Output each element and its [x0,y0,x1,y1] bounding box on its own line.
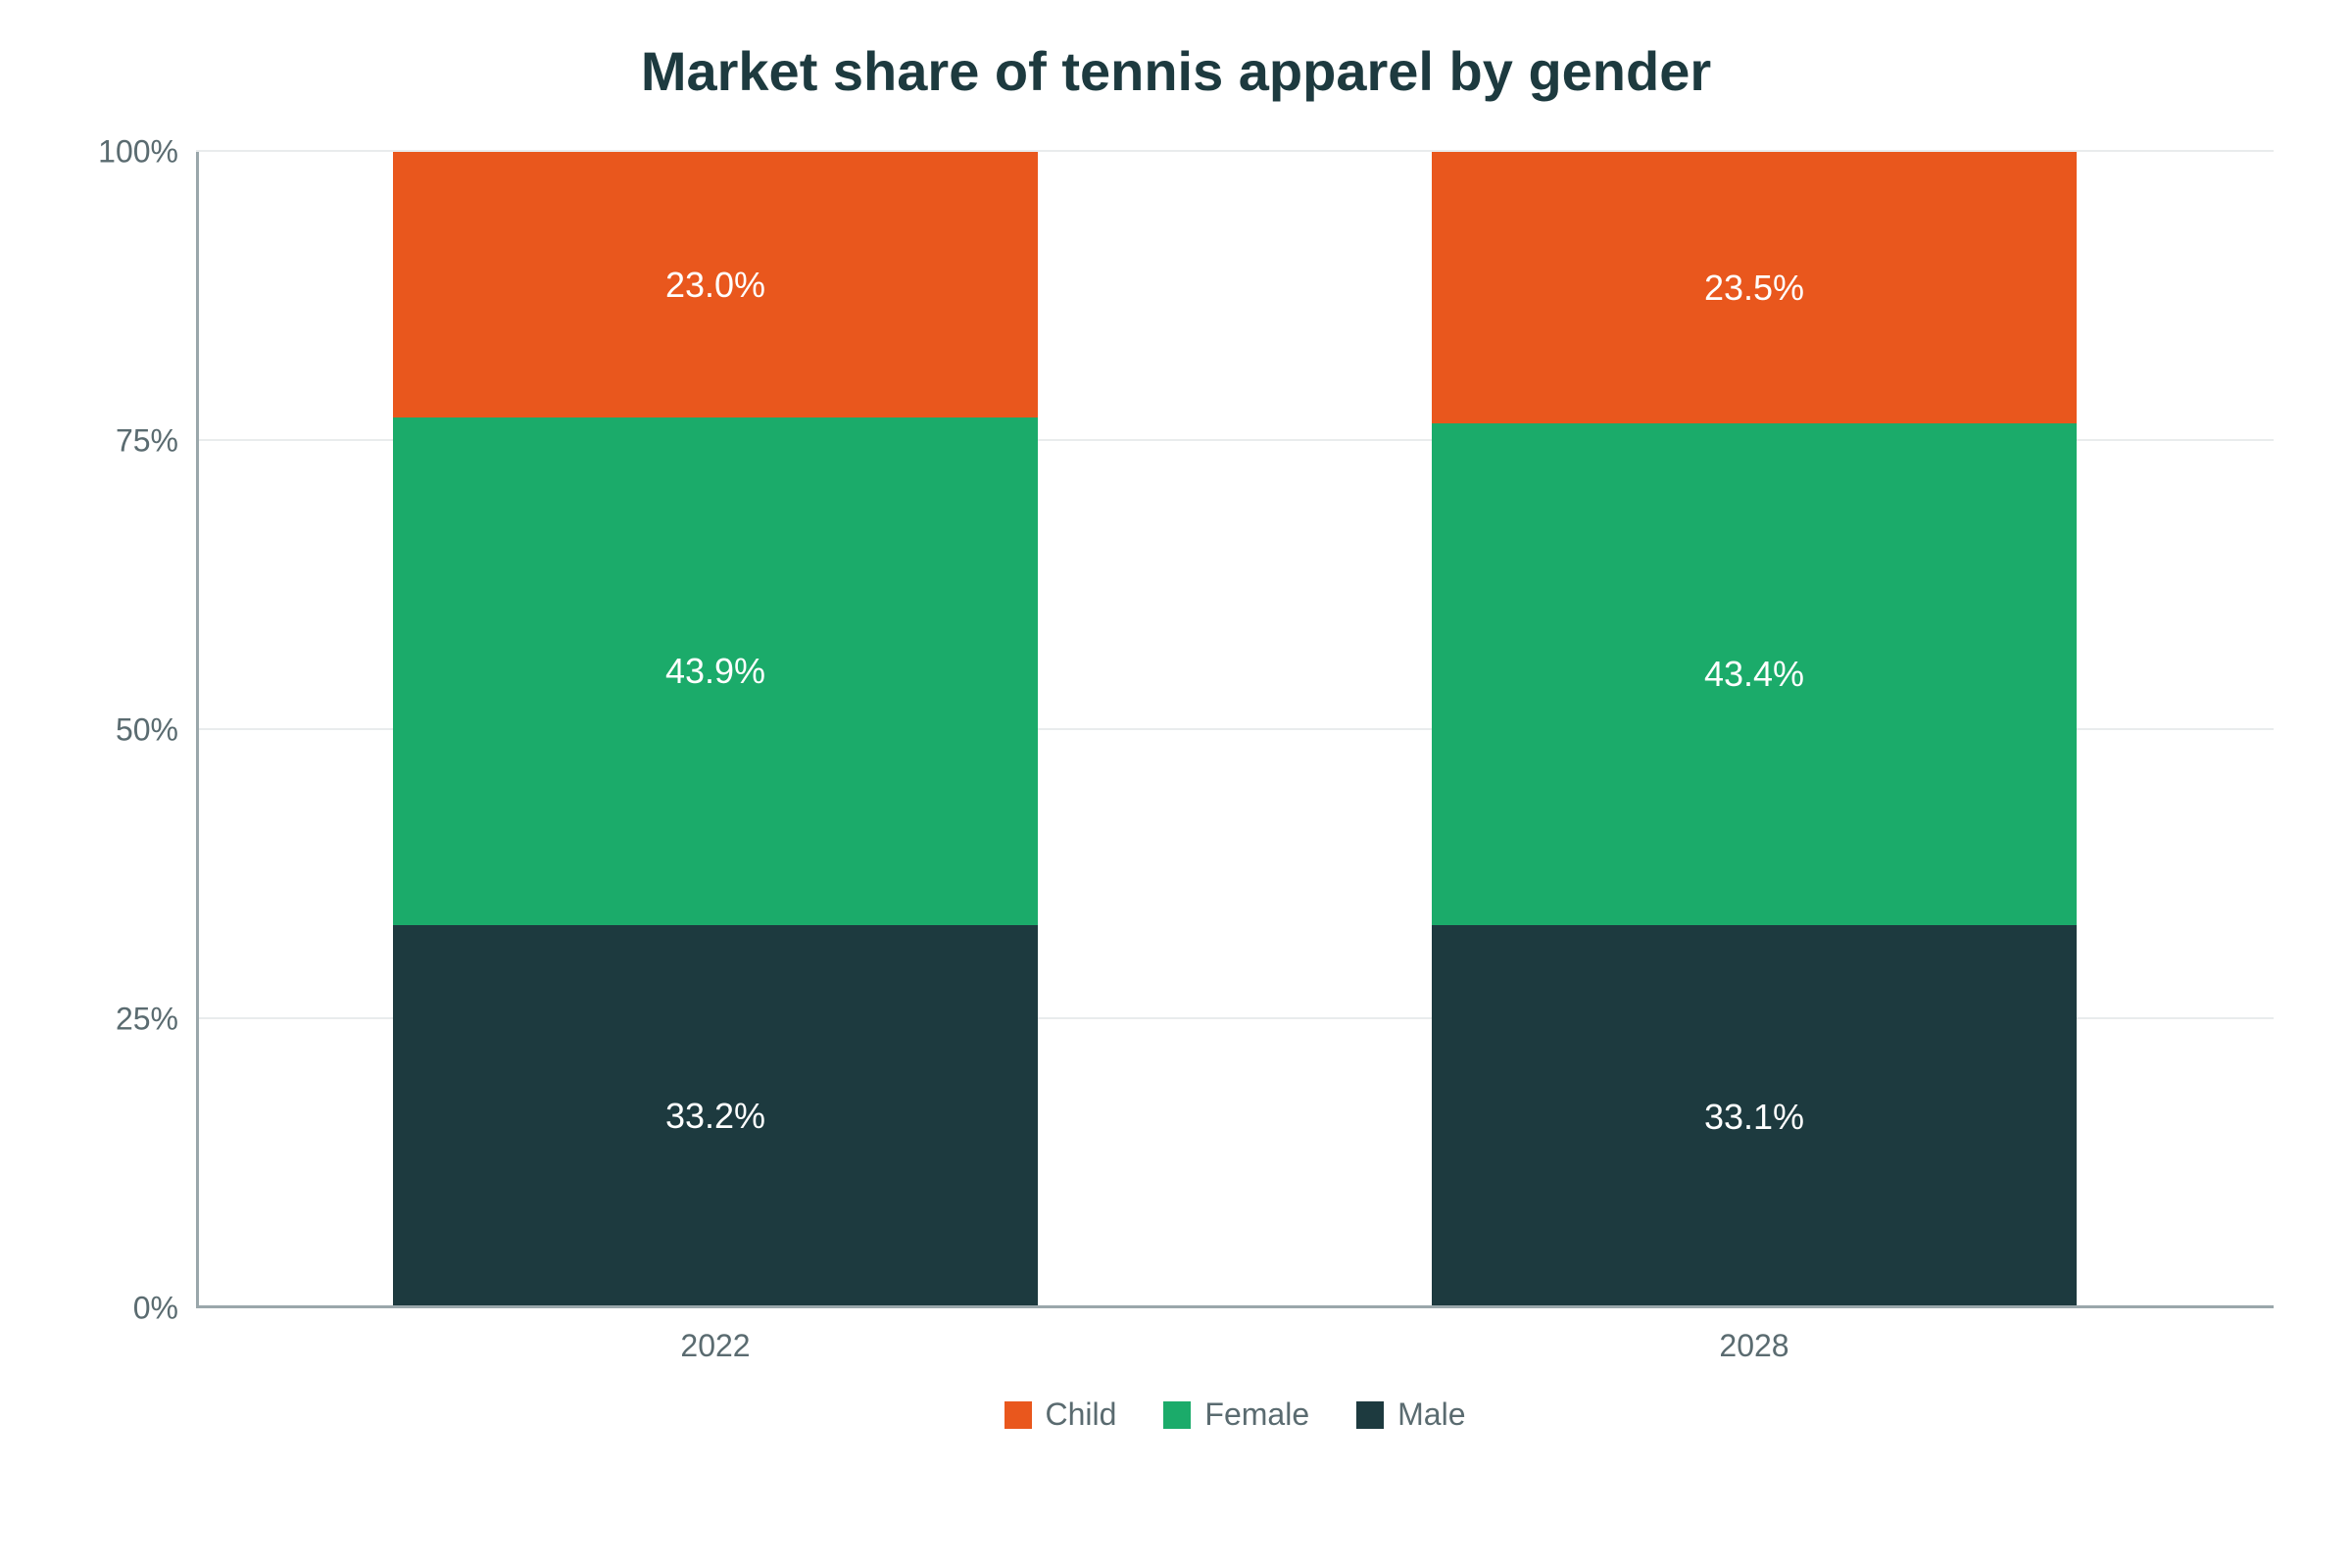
y-tick-label: 75% [80,423,178,460]
stacked-bar: 23.5%43.4%33.1% [1432,152,2076,1308]
legend-item-child: Child [1004,1396,1117,1433]
bar-segment-male: 33.2% [393,925,1037,1308]
chart-title: Market share of tennis apparel by gender [78,39,2274,103]
legend-swatch [1004,1401,1032,1429]
y-tick-label: 0% [80,1291,178,1327]
bar-segment-female: 43.4% [1432,423,2076,925]
x-tick-label: 2028 [1235,1328,2274,1364]
y-axis-line [196,152,199,1308]
legend-label: Child [1046,1396,1117,1433]
legend-item-male: Male [1356,1396,1465,1433]
bar-slot: 23.5%43.4%33.1% [1235,152,2274,1308]
bar-segment-child: 23.5% [1432,152,2076,423]
legend-swatch [1163,1401,1191,1429]
y-tick-label: 50% [80,712,178,749]
x-tick-label: 2022 [196,1328,1235,1364]
legend-swatch [1356,1401,1384,1429]
legend-label: Male [1397,1396,1465,1433]
legend-label: Female [1204,1396,1309,1433]
y-axis: 0%25%50%75%100% [78,152,196,1308]
chart-container: Market share of tennis apparel by gender… [0,0,2352,1568]
stacked-bar: 23.0%43.9%33.2% [393,152,1037,1308]
y-tick-label: 25% [80,1002,178,1038]
x-axis-labels: 20222028 [196,1328,2274,1364]
bar-segment-male: 33.1% [1432,925,2076,1308]
bar-segment-female: 43.9% [393,417,1037,925]
bar-segment-child: 23.0% [393,152,1037,417]
plot-area: 0%25%50%75%100% 23.0%43.9%33.2%23.5%43.4… [78,152,2274,1308]
legend: Child Female Male [196,1396,2274,1433]
x-axis-line [196,1305,2274,1308]
legend-item-female: Female [1163,1396,1309,1433]
bar-slot: 23.0%43.9%33.2% [196,152,1235,1308]
y-tick-label: 100% [80,134,178,171]
bars-container: 23.0%43.9%33.2% 23.5%43.4%33.1% [196,152,2274,1308]
